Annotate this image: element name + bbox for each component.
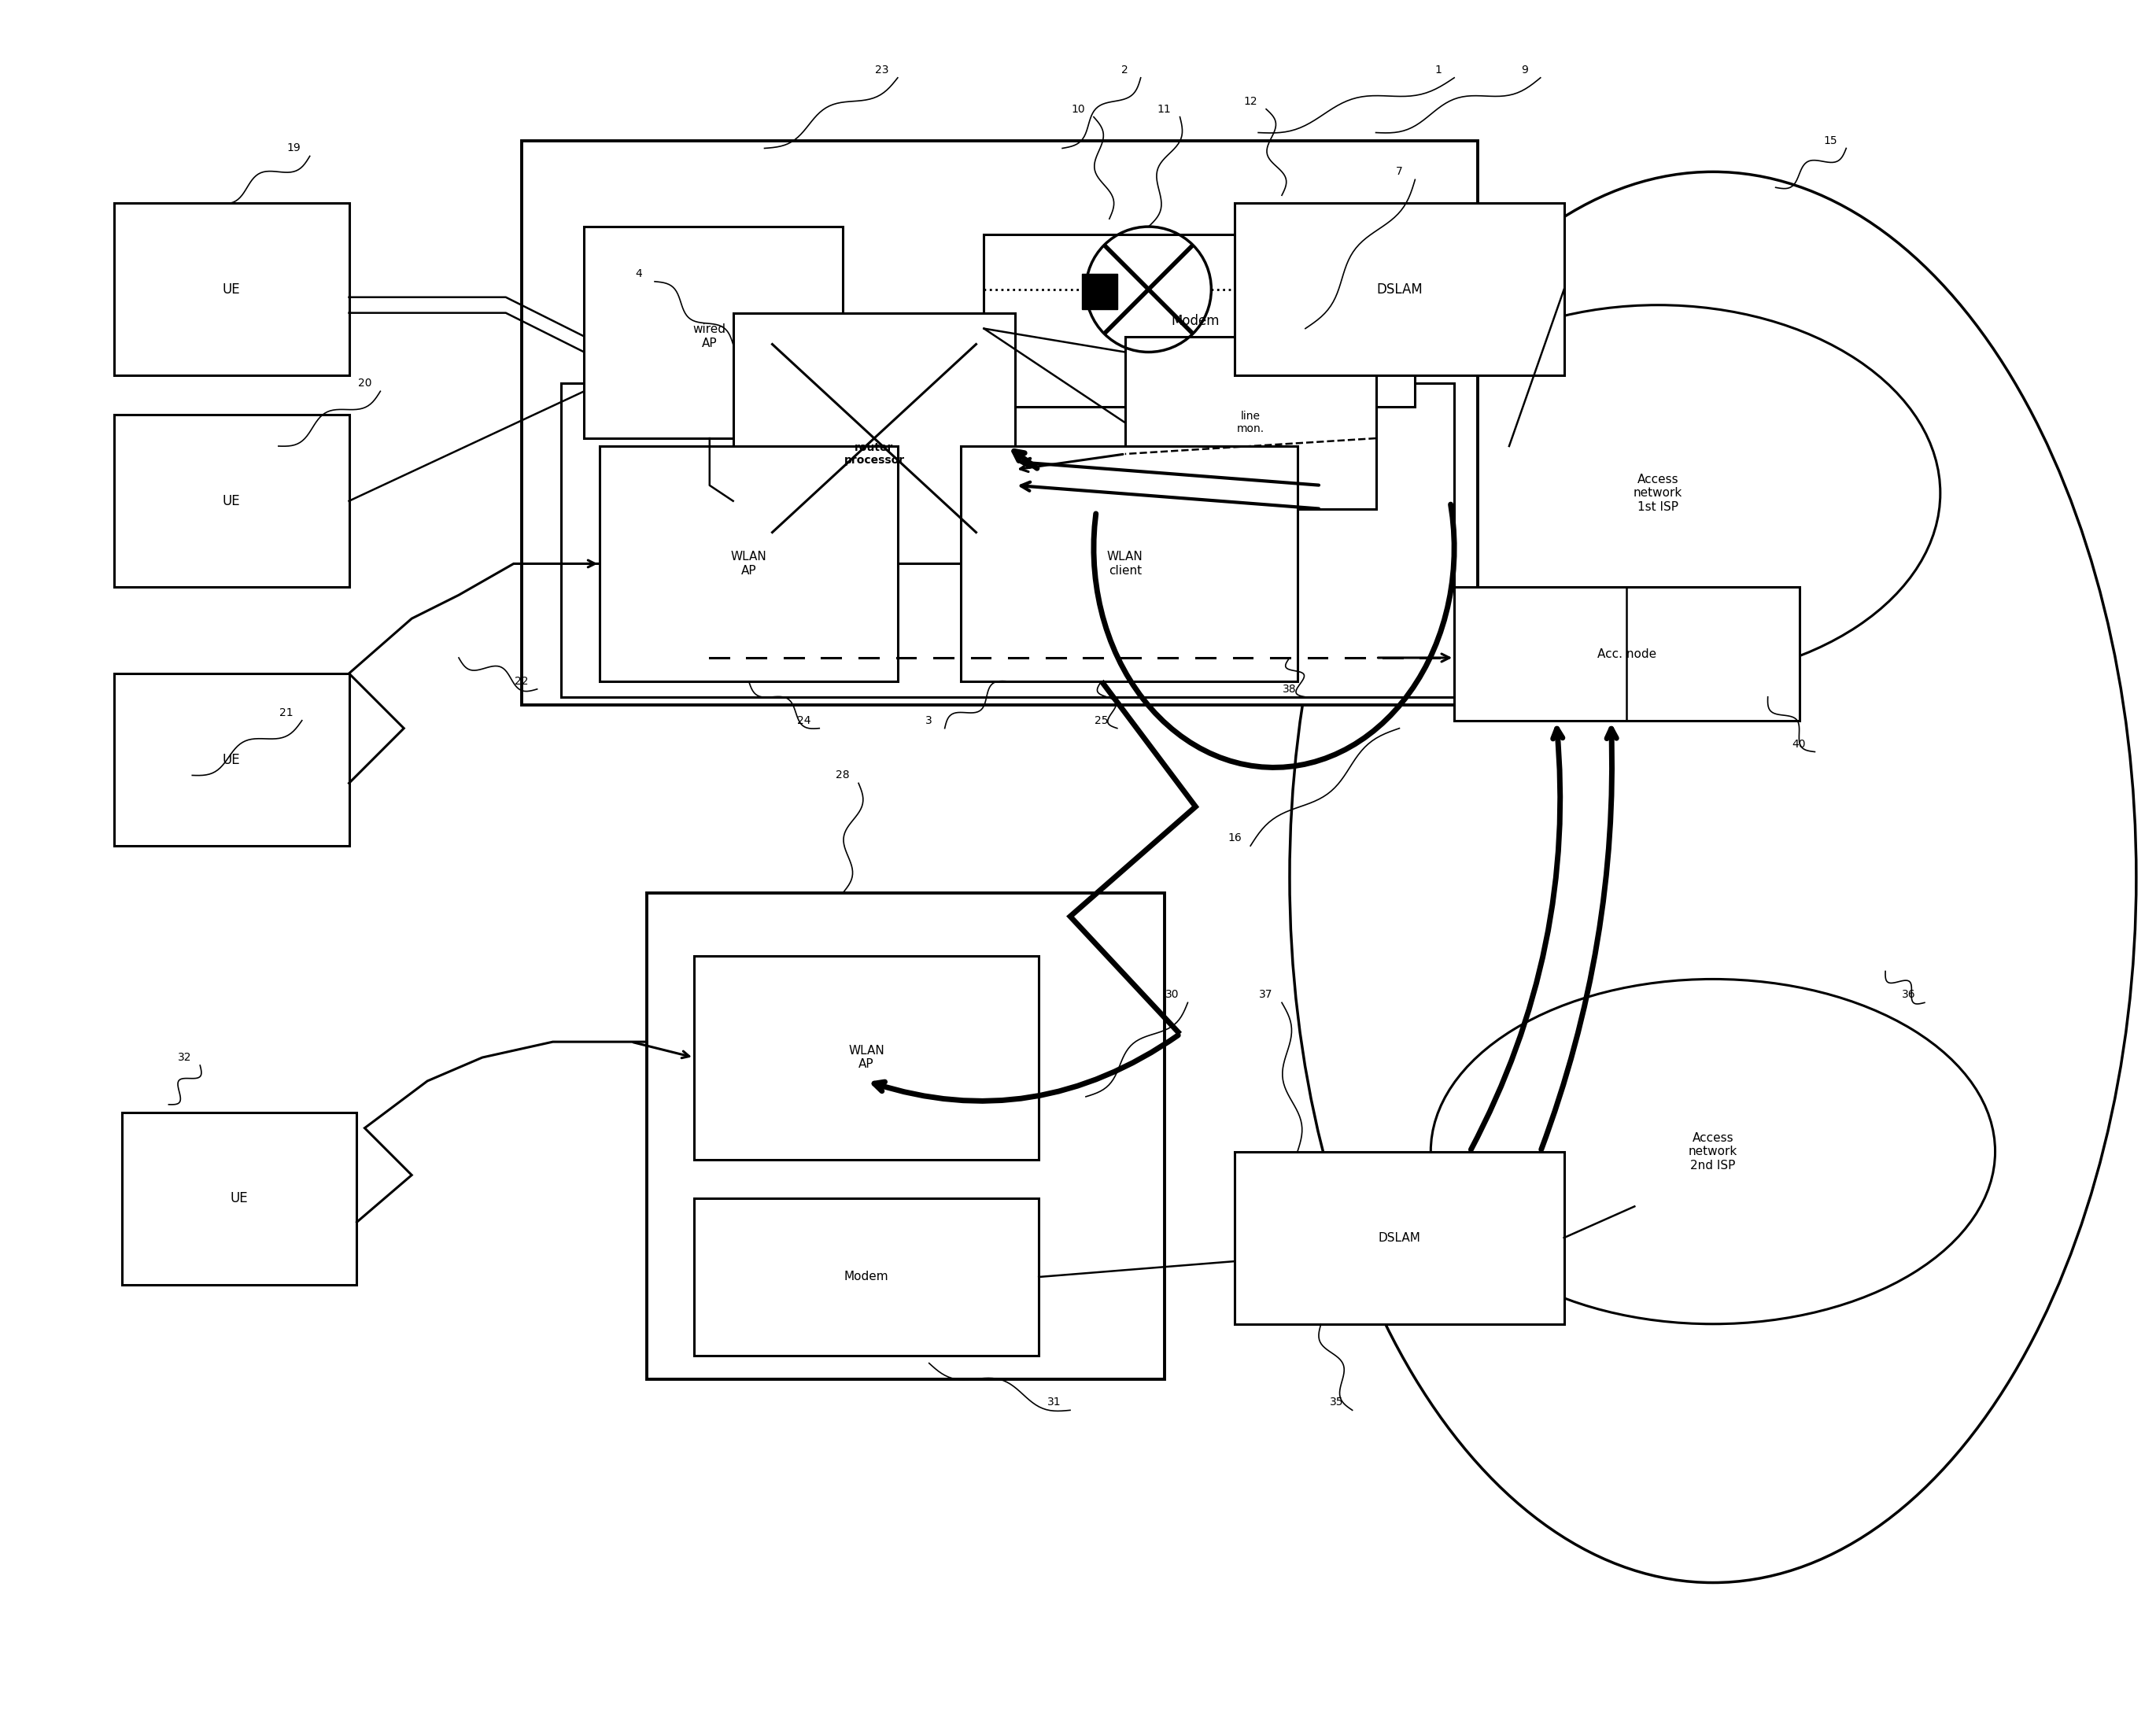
- Bar: [647, 893, 1164, 1378]
- Text: line
mon.: line mon.: [1238, 411, 1263, 435]
- Text: 30: 30: [1164, 990, 1179, 1000]
- Bar: [584, 226, 843, 439]
- Text: 20: 20: [358, 378, 371, 389]
- Bar: [1235, 204, 1563, 375]
- Text: 31: 31: [1048, 1397, 1061, 1408]
- Ellipse shape: [1432, 979, 1994, 1325]
- Text: router
processor: router processor: [843, 442, 906, 466]
- Text: wired
AP: wired AP: [692, 323, 727, 349]
- Text: 1: 1: [1436, 64, 1442, 76]
- Text: 25: 25: [1095, 715, 1108, 725]
- Text: DSLAM: DSLAM: [1378, 1231, 1421, 1243]
- Text: Access
network
1st ISP: Access network 1st ISP: [1634, 473, 1682, 513]
- Bar: [694, 955, 1039, 1159]
- Bar: [522, 140, 1477, 705]
- Bar: [1125, 337, 1376, 509]
- Text: 7: 7: [1395, 166, 1404, 178]
- Text: WLAN
AP: WLAN AP: [731, 551, 768, 577]
- Text: 38: 38: [1283, 684, 1296, 694]
- Text: 10: 10: [1072, 104, 1084, 114]
- Ellipse shape: [1376, 306, 1940, 680]
- Bar: [959, 446, 1298, 680]
- Text: DSLAM: DSLAM: [1376, 282, 1423, 297]
- Bar: [1082, 273, 1117, 309]
- Bar: [983, 235, 1414, 408]
- Text: 16: 16: [1227, 832, 1242, 843]
- Text: UE: UE: [222, 753, 239, 767]
- Text: 4: 4: [636, 268, 642, 280]
- Text: 19: 19: [287, 143, 302, 154]
- Bar: [114, 674, 349, 846]
- Ellipse shape: [1289, 171, 2137, 1582]
- Bar: [121, 1112, 358, 1285]
- Text: UE: UE: [231, 1192, 248, 1205]
- Text: Access
network
2nd ISP: Access network 2nd ISP: [1688, 1131, 1738, 1171]
- Text: WLAN
client: WLAN client: [1106, 551, 1143, 577]
- Text: 12: 12: [1244, 95, 1257, 107]
- Bar: [599, 446, 897, 680]
- Text: 35: 35: [1330, 1397, 1343, 1408]
- Text: Acc. node: Acc. node: [1598, 648, 1656, 660]
- Text: 36: 36: [1902, 990, 1917, 1000]
- Text: Modem: Modem: [1171, 314, 1220, 328]
- Text: 32: 32: [177, 1052, 192, 1064]
- Text: Modem: Modem: [845, 1271, 888, 1283]
- Text: 22: 22: [515, 675, 528, 687]
- Bar: [1235, 1152, 1563, 1325]
- Bar: [561, 383, 1455, 698]
- Text: UE: UE: [222, 494, 239, 508]
- Bar: [1455, 587, 1798, 720]
- Text: 15: 15: [1824, 135, 1837, 147]
- Text: 23: 23: [875, 64, 888, 76]
- Bar: [114, 414, 349, 587]
- Text: WLAN
AP: WLAN AP: [847, 1045, 884, 1071]
- Text: 24: 24: [798, 715, 811, 725]
- Bar: [733, 313, 1015, 563]
- Bar: [694, 1199, 1039, 1356]
- Bar: [114, 204, 349, 375]
- Text: 2: 2: [1121, 64, 1128, 76]
- Text: 9: 9: [1522, 64, 1529, 76]
- Text: 21: 21: [280, 706, 293, 718]
- Text: 40: 40: [1792, 739, 1807, 750]
- Text: 37: 37: [1259, 990, 1272, 1000]
- Text: 3: 3: [925, 715, 934, 725]
- Text: 11: 11: [1158, 104, 1171, 114]
- Text: 28: 28: [837, 770, 849, 781]
- Text: UE: UE: [222, 282, 239, 297]
